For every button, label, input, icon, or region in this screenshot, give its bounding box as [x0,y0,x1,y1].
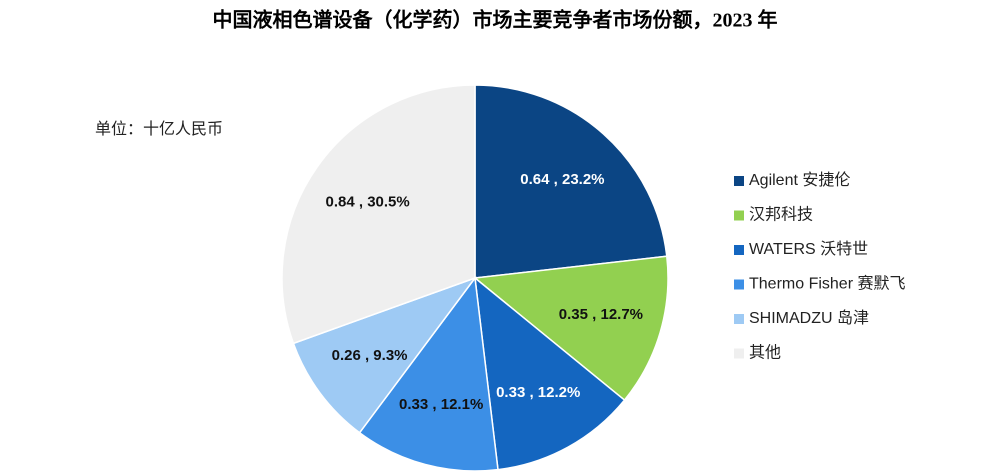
pie-slice [281,84,476,345]
unit-note: 单位：十亿人民币 [95,120,223,138]
legend-swatch [734,348,744,359]
pie-slice [358,276,499,472]
legend-swatch [734,176,744,186]
data-label: 0.84 , 30.5% [326,194,410,211]
chart-title: 中国液相色谱设备（化学药）市场主要竞争者市场份额，2023 年 [213,8,778,32]
legend-swatch [734,210,744,221]
data-label: 0.64 , 23.2% [520,171,604,188]
data-label: 0.33 , 12.2% [496,384,580,401]
legend-swatch [734,245,744,255]
data-label: 0.26 , 9.3% [332,347,408,364]
legend-label: 汉邦科技 [749,206,813,224]
legend-swatch [734,314,744,324]
legend-label: SHIMADZU 岛津 [749,309,869,327]
legend-label: Thermo Fisher 赛默飞 [749,274,905,293]
legend-label: 其他 [749,344,781,362]
data-label: 0.35 , 12.7% [559,306,643,323]
pie-slice [292,276,478,434]
legend-label: WATERS 沃特世 [749,240,868,258]
pie-slice [474,276,626,471]
legend-label: Agilent 安捷伦 [749,171,850,189]
legend-swatch [734,279,744,290]
pie-slice [474,84,668,279]
data-label: 0.33 , 12.1% [399,396,483,413]
pie-slice [473,255,669,402]
